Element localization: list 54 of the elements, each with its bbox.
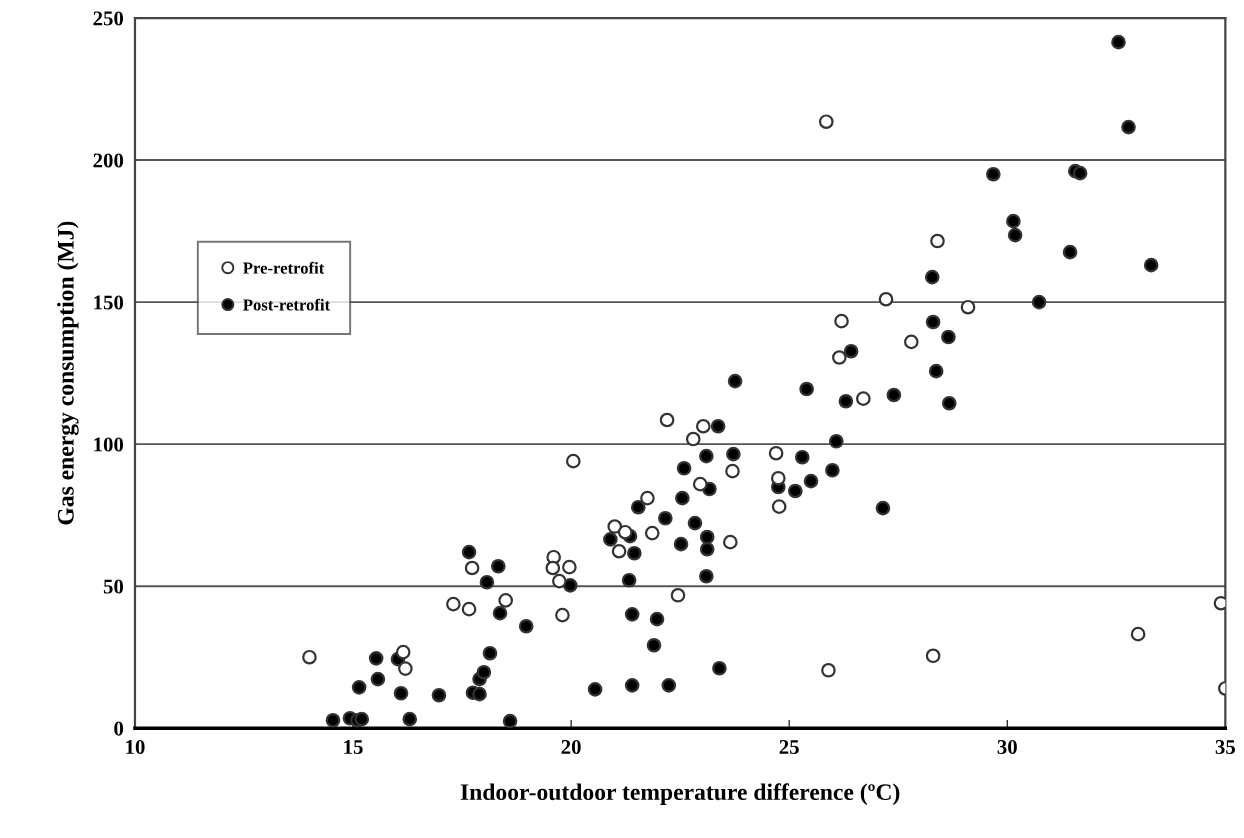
point: [395, 644, 411, 660]
point: [1130, 626, 1146, 642]
x-tick-label: 10: [126, 739, 145, 754]
point: [607, 519, 623, 534]
point: [644, 525, 660, 541]
point: [565, 453, 581, 469]
point: [617, 524, 633, 540]
y-tick-label: 50: [103, 579, 124, 594]
point: [925, 648, 941, 664]
y-tick-label: 250: [93, 11, 124, 26]
point: [398, 661, 413, 676]
point: [832, 350, 847, 365]
point: [878, 291, 894, 307]
point: [640, 490, 655, 506]
x-tick-label: 20: [561, 739, 581, 754]
point: [464, 560, 480, 576]
x-tick-label: 35: [1215, 739, 1235, 754]
point: [960, 299, 976, 315]
x-axis-title: Indoor-outdoor temperature difference (ºC): [460, 783, 900, 805]
x-tick-label: 25: [779, 739, 799, 754]
point: [818, 114, 834, 130]
point: [771, 499, 787, 514]
point: [903, 334, 919, 350]
point: [821, 662, 836, 678]
point: [545, 560, 561, 576]
y-tick-label: 150: [94, 295, 124, 310]
point: [685, 431, 701, 447]
point: [461, 601, 477, 617]
x-tick-label: 30: [997, 739, 1017, 754]
point: [302, 649, 317, 665]
point: [498, 593, 514, 608]
point: [930, 233, 945, 249]
point: [695, 418, 711, 434]
y-axis-title: Gas energy consumption (MJ): [57, 221, 79, 525]
y-tick-label: 0: [114, 721, 124, 736]
point: [725, 463, 740, 479]
point: [722, 534, 738, 550]
point: [611, 543, 627, 559]
point: [659, 412, 675, 428]
point: [770, 470, 786, 486]
legend-label: Post-retrofit: [243, 298, 331, 311]
point: [555, 607, 570, 623]
legend-label: Pre-retrofit: [243, 261, 325, 274]
x-tick-label: 15: [344, 740, 363, 754]
point: [562, 559, 577, 575]
point: [768, 445, 784, 461]
point: [692, 476, 708, 492]
y-tick-label: 100: [94, 437, 124, 452]
point: [552, 573, 567, 589]
point: [856, 391, 871, 407]
point: [446, 596, 461, 612]
point: [834, 313, 849, 329]
point: [670, 587, 686, 603]
y-tick-label: 200: [93, 153, 124, 168]
